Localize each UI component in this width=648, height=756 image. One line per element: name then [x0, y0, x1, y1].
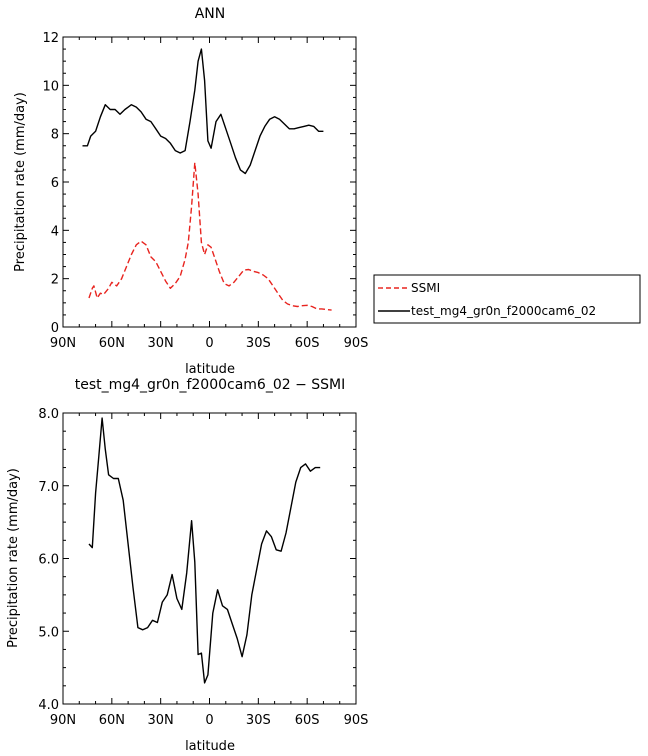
series-line-0: [88, 417, 321, 684]
series-layer: [88, 417, 321, 684]
y-axis: 4.0 5.0 6.0 7.0 8.0: [38, 407, 356, 713]
legend-label-model: test_mg4_gr0n_f2000cam6_02: [411, 304, 596, 318]
y-tick-label: 12: [42, 31, 59, 46]
y-tick-label: 0: [51, 321, 59, 336]
x-tick-label: 90N: [50, 713, 76, 728]
y-axis-label: Precipitation rate (mm/day): [6, 468, 21, 648]
x-axis-label: latitude: [185, 362, 235, 377]
panel-title: ANN: [195, 6, 226, 22]
x-axis-label: latitude: [185, 739, 235, 754]
x-tick-label: 90S: [344, 713, 369, 728]
x-tick-label: 30S: [246, 713, 271, 728]
series-layer: [82, 48, 332, 311]
series-line-1: [82, 48, 324, 175]
panel-title: test_mg4_gr0n_f2000cam6_02 − SSMI: [75, 377, 346, 393]
legend-box: [373, 274, 641, 324]
panel-difference: test_mg4_gr0n_f2000cam6_02 − SSMI 4.0 5.0…: [6, 377, 368, 754]
x-tick-label: 60N: [99, 713, 125, 728]
y-tick-label: 4: [51, 224, 59, 239]
x-tick-label: 60S: [295, 336, 320, 351]
x-tick-label: 30N: [148, 336, 174, 351]
x-tick-label: 30N: [148, 713, 174, 728]
y-tick-label: 10: [42, 79, 59, 94]
x-tick-label: 60S: [295, 713, 320, 728]
y-tick-label: 4.0: [38, 698, 59, 713]
plot-frame: [62, 36, 357, 328]
y-tick-label: 5.0: [38, 625, 59, 640]
legend: SSMI test_mg4_gr0n_f2000cam6_02: [373, 274, 641, 324]
x-tick-label: 0: [205, 713, 213, 728]
x-tick-label: 0: [205, 336, 213, 351]
y-axis: 0 2 4 6 8 10 12: [42, 31, 356, 336]
legend-label-ssmi: SSMI: [411, 281, 440, 295]
x-axis: 90N 60N 30N 0 30S 60S 90S: [50, 37, 369, 351]
y-tick-label: 7.0: [38, 480, 59, 495]
y-axis-label: Precipitation rate (mm/day): [13, 92, 28, 272]
panel-annual-mean: ANN 0 2 4 6 8 10 12 90N 60N 30N 0 30S 60S 90S latitu…: [13, 6, 368, 377]
y-tick-label: 6: [51, 176, 59, 191]
x-axis: 90N 60N 30N 0 30S 60S 90S: [50, 413, 369, 728]
x-tick-label: 30S: [246, 336, 271, 351]
y-tick-label: 2: [51, 273, 59, 288]
series-line-0: [88, 161, 332, 311]
y-tick-label: 6.0: [38, 553, 59, 568]
y-tick-label: 8.0: [38, 407, 59, 422]
x-tick-label: 90N: [50, 336, 76, 351]
y-tick-label: 8: [51, 128, 59, 143]
x-tick-label: 90S: [344, 336, 369, 351]
x-tick-label: 60N: [99, 336, 125, 351]
